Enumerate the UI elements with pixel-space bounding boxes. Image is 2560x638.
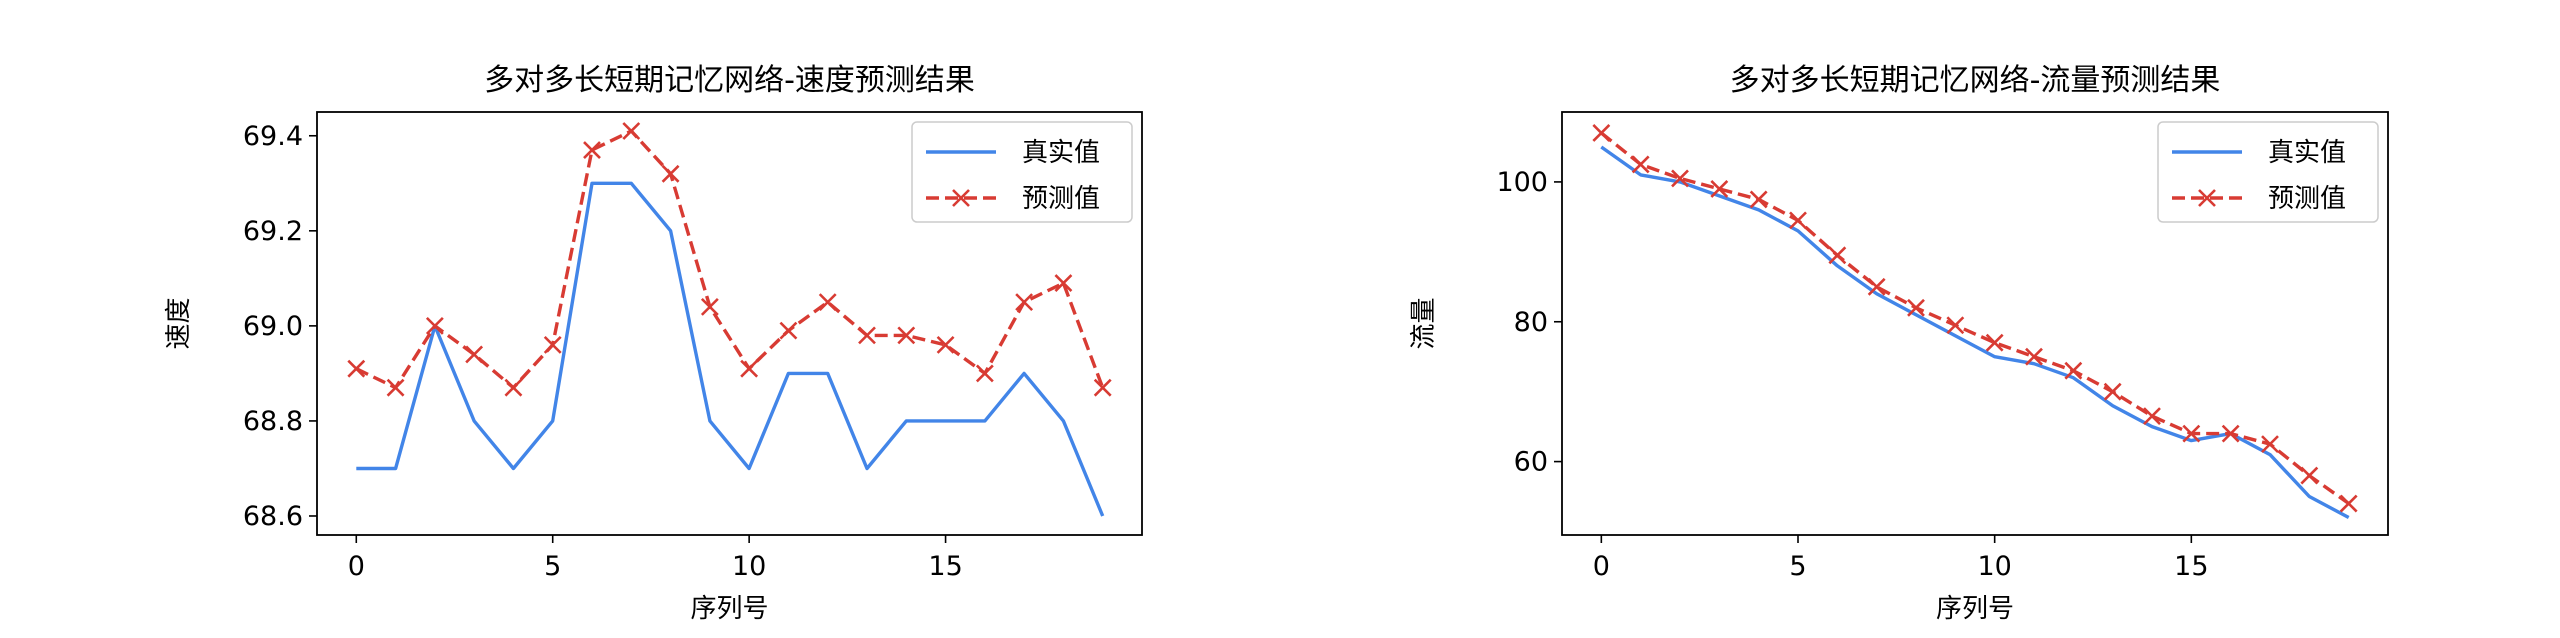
pred-point-marker [1987,335,2003,351]
x-tick-label: 0 [348,551,365,582]
y-tick-label: 69.2 [243,216,303,247]
y-tick-label: 80 [1514,307,1548,338]
speed-chart: 多对多长短期记忆网络-速度预测结果 0 5 10 15 68.6 68.8 69.0 69.2 6… [164,63,1142,624]
pred-point-marker [1947,317,1963,333]
chart-title: 多对多长短期记忆网络-速度预测结果 [484,63,975,98]
y-tick-label: 69.4 [243,121,303,152]
y-tick-label: 100 [1496,167,1548,198]
pred-point-marker [1055,275,1071,291]
pred-point-marker [2144,408,2160,424]
y-tick-label: 68.8 [243,406,303,437]
legend-label: 真实值 [1022,138,1100,168]
pred-point-marker [1829,247,1845,263]
pred-point-marker [623,123,639,139]
pred-point-marker [466,346,482,362]
pred-point-marker [820,294,836,310]
flow-chart: 多对多长短期记忆网络-流量预测结果 0 5 10 15 60 80 100 序列号 流量 真实值预测… [1409,63,2388,624]
x-tick-label: 15 [928,551,962,582]
chart-title: 多对多长短期记忆网络-流量预测结果 [1730,63,2221,98]
legend-label: 预测值 [1022,184,1100,214]
x-tick-label: 0 [1593,551,1610,582]
pred-point-marker [545,337,561,353]
x-axis-label: 序列号 [690,594,768,624]
pred-point-marker [1633,156,1649,172]
x-tick-label: 5 [1789,551,1806,582]
x-axis-label: 序列号 [1936,594,2014,624]
y-tick-label: 68.6 [243,501,303,532]
x-tick-label: 15 [2174,551,2208,582]
legend-label: 预测值 [2268,184,2346,214]
pred-point-marker [1593,125,1609,141]
pred-point-marker [505,380,521,396]
pred-point-marker [2105,384,2121,400]
pred-point-marker [2301,468,2317,484]
x-tick-label: 5 [544,551,561,582]
legend-label: 真实值 [2268,138,2346,168]
x-tick-label: 10 [732,551,766,582]
pred-point-marker [780,323,796,339]
x-tick-label: 10 [1977,551,2011,582]
pred-point-marker [2341,496,2357,512]
pred-point-marker [1751,191,1767,207]
y-axis-label: 速度 [164,297,194,349]
pred-point-marker [388,380,404,396]
pred-point-marker [348,361,364,377]
pred-point-marker [859,327,875,343]
pred-point-marker [977,365,993,381]
y-tick-label: 60 [1514,447,1548,478]
pred-point-marker [1790,212,1806,228]
pred-point-marker [741,361,757,377]
pred-point-marker [1016,294,1032,310]
y-axis-label: 流量 [1409,297,1439,349]
pred-point-marker [1095,380,1111,396]
y-tick-label: 69.0 [243,311,303,342]
